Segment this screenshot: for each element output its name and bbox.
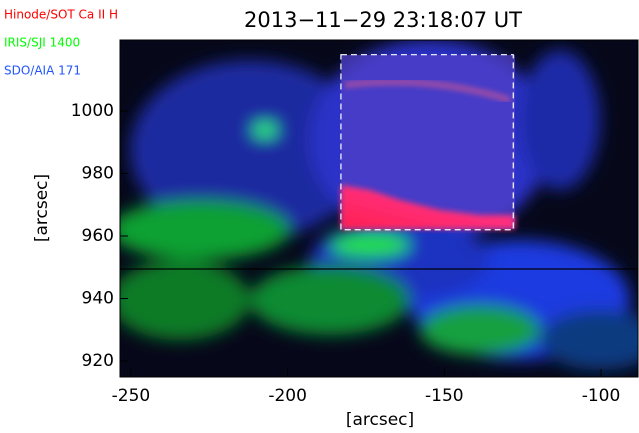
y-tick-label: 1000 [71,101,114,121]
x-tick-label: -200 [268,386,307,406]
y-axis-label: [arcsec] [32,174,52,242]
field-of-view-box [340,54,514,231]
x-tick-label: -150 [425,386,464,406]
legend-entry: Hinode/SOT Ca II H [4,8,118,22]
legend-entry: SDO/AIA 171 [4,64,81,78]
plot-frame [119,39,639,378]
solar-image [120,40,638,377]
legend-entry: IRIS/SJI 1400 [4,36,80,50]
y-tick-label: 960 [82,226,114,246]
x-axis-label: [arcsec] [346,410,414,430]
y-tick-label: 980 [82,163,114,183]
y-tick-label: 920 [82,351,114,371]
x-tick-label: -250 [112,386,151,406]
x-tick-label: -100 [582,386,621,406]
y-tick-label: 940 [82,289,114,309]
chart-title: 2013−11−29 23:18:07 UT [244,8,522,32]
